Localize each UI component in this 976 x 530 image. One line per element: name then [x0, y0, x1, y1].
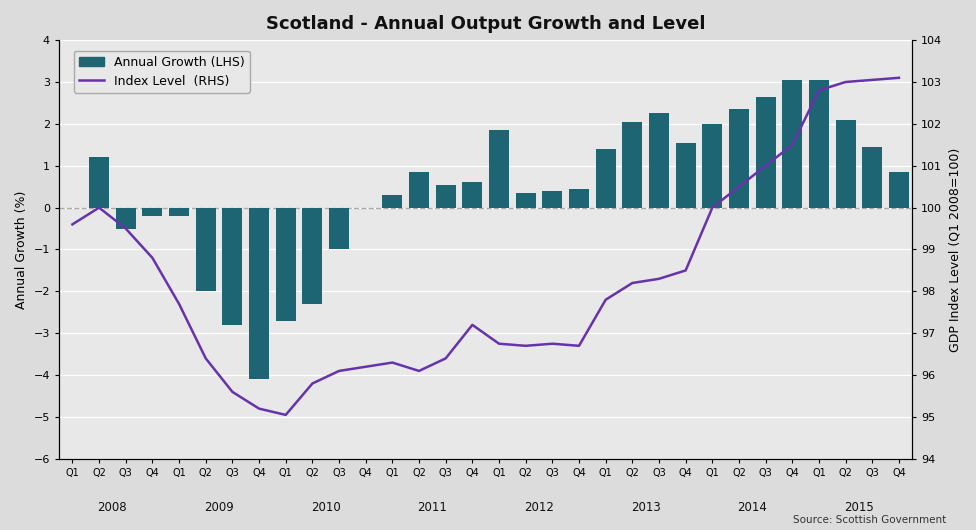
- Bar: [383, 195, 402, 208]
- Bar: [543, 191, 562, 208]
- Bar: [169, 208, 189, 216]
- Bar: [809, 80, 829, 208]
- Bar: [489, 130, 509, 208]
- Bar: [329, 208, 349, 250]
- Text: 2009: 2009: [204, 500, 234, 514]
- Text: 2012: 2012: [524, 500, 554, 514]
- Bar: [303, 208, 322, 304]
- Bar: [675, 143, 696, 208]
- Bar: [142, 208, 162, 216]
- Bar: [275, 208, 296, 321]
- Bar: [569, 189, 589, 208]
- Bar: [463, 182, 482, 208]
- Bar: [595, 149, 616, 208]
- Text: 2015: 2015: [844, 500, 874, 514]
- Text: 2008: 2008: [98, 500, 127, 514]
- Text: 2010: 2010: [310, 500, 341, 514]
- Y-axis label: Annual Growth (%): Annual Growth (%): [15, 190, 28, 308]
- Legend: Annual Growth (LHS), Index Level  (RHS): Annual Growth (LHS), Index Level (RHS): [74, 50, 250, 93]
- Bar: [89, 157, 109, 208]
- Bar: [196, 208, 216, 292]
- Text: Source: Scottish Government: Source: Scottish Government: [793, 515, 947, 525]
- Text: 2011: 2011: [418, 500, 447, 514]
- Bar: [835, 120, 856, 208]
- Text: 2014: 2014: [738, 500, 767, 514]
- Bar: [223, 208, 242, 325]
- Bar: [729, 109, 749, 208]
- Bar: [116, 208, 136, 228]
- Bar: [409, 172, 429, 208]
- Bar: [783, 80, 802, 208]
- Text: 2013: 2013: [630, 500, 661, 514]
- Bar: [623, 122, 642, 208]
- Y-axis label: GDP Index Level (Q1 2008=100): GDP Index Level (Q1 2008=100): [948, 147, 961, 351]
- Bar: [515, 193, 536, 208]
- Bar: [889, 172, 909, 208]
- Bar: [863, 147, 882, 208]
- Bar: [435, 184, 456, 208]
- Bar: [649, 113, 669, 208]
- Bar: [703, 124, 722, 208]
- Bar: [755, 96, 776, 208]
- Bar: [249, 208, 269, 379]
- Title: Scotland - Annual Output Growth and Level: Scotland - Annual Output Growth and Leve…: [265, 15, 706, 33]
